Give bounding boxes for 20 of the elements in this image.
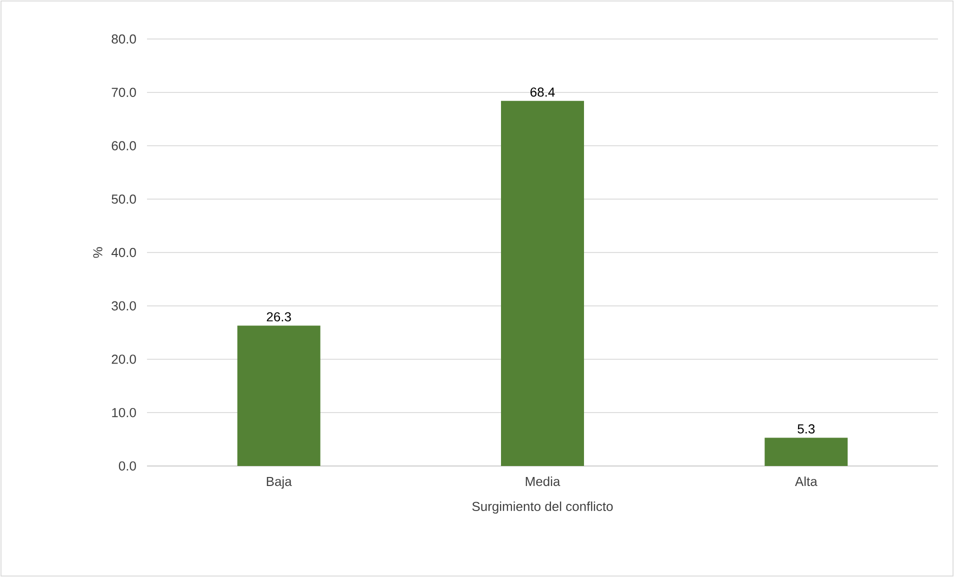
y-axis-title: % (93, 247, 102, 258)
y-tick-label: 60.0 (112, 141, 136, 150)
y-tick-label: 30.0 (112, 301, 136, 310)
data-label: 26.3 (266, 312, 291, 322)
y-tick-label: 80.0 (112, 34, 136, 44)
bar (501, 100, 584, 466)
y-tick-label: 50.0 (112, 194, 136, 204)
x-tick-label: Media (526, 476, 560, 486)
y-tick-label: 0.0 (118, 461, 136, 471)
y-tick-label: 70.0 (112, 88, 136, 97)
x-tick-label: Baja (266, 476, 292, 489)
x-tick-label: Alta (794, 476, 818, 486)
bar (764, 438, 848, 466)
y-tick-label: 20.0 (112, 354, 136, 364)
y-tick-label: 10.0 (112, 408, 136, 418)
y-tick-label: 40.0 (111, 248, 136, 258)
bar (237, 326, 320, 466)
x-axis-title: Surgimiento del conflicto (472, 501, 613, 514)
data-label: 68.4 (530, 88, 555, 97)
data-label: 5.3 (798, 424, 815, 434)
